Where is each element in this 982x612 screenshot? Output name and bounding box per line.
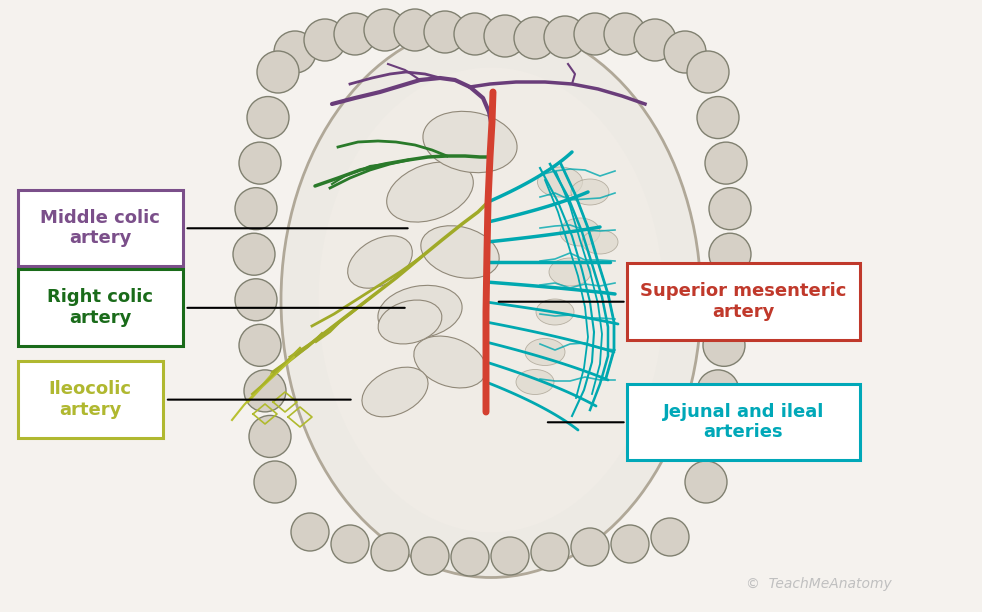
Ellipse shape bbox=[421, 226, 499, 278]
Ellipse shape bbox=[549, 258, 591, 286]
Ellipse shape bbox=[484, 15, 526, 57]
Ellipse shape bbox=[571, 179, 609, 205]
Ellipse shape bbox=[687, 51, 729, 93]
FancyBboxPatch shape bbox=[18, 190, 183, 266]
Ellipse shape bbox=[235, 279, 277, 321]
Ellipse shape bbox=[634, 19, 676, 61]
Ellipse shape bbox=[691, 416, 733, 457]
Ellipse shape bbox=[531, 533, 569, 571]
Ellipse shape bbox=[247, 97, 289, 138]
FancyBboxPatch shape bbox=[627, 263, 860, 340]
Ellipse shape bbox=[274, 31, 316, 73]
Ellipse shape bbox=[685, 461, 727, 503]
Ellipse shape bbox=[703, 324, 745, 367]
Ellipse shape bbox=[705, 142, 747, 184]
Ellipse shape bbox=[423, 111, 518, 173]
Ellipse shape bbox=[281, 23, 701, 578]
Ellipse shape bbox=[413, 336, 486, 388]
Ellipse shape bbox=[239, 142, 281, 184]
Ellipse shape bbox=[709, 233, 751, 275]
Ellipse shape bbox=[348, 236, 412, 288]
Ellipse shape bbox=[233, 233, 275, 275]
Ellipse shape bbox=[525, 338, 565, 365]
Ellipse shape bbox=[697, 370, 739, 412]
Ellipse shape bbox=[387, 162, 473, 222]
Text: ©  TeachMeAnatomy: © TeachMeAnatomy bbox=[746, 577, 892, 591]
Text: Superior mesenteric
artery: Superior mesenteric artery bbox=[640, 282, 846, 321]
Ellipse shape bbox=[334, 13, 376, 55]
Ellipse shape bbox=[709, 188, 751, 230]
Ellipse shape bbox=[514, 17, 556, 59]
Text: Ileocolic
artery: Ileocolic artery bbox=[49, 380, 132, 419]
Ellipse shape bbox=[560, 218, 600, 246]
Ellipse shape bbox=[536, 299, 574, 325]
Ellipse shape bbox=[304, 19, 346, 61]
Ellipse shape bbox=[516, 370, 554, 395]
Ellipse shape bbox=[604, 13, 646, 55]
Ellipse shape bbox=[331, 525, 369, 563]
Text: Right colic
artery: Right colic artery bbox=[47, 288, 153, 327]
Ellipse shape bbox=[424, 11, 466, 53]
Ellipse shape bbox=[451, 538, 489, 576]
Text: Jejunal and ileal
arteries: Jejunal and ileal arteries bbox=[663, 403, 824, 441]
Ellipse shape bbox=[291, 513, 329, 551]
Ellipse shape bbox=[582, 230, 618, 254]
Text: Middle colic
artery: Middle colic artery bbox=[40, 209, 160, 247]
Ellipse shape bbox=[371, 533, 409, 571]
FancyBboxPatch shape bbox=[627, 384, 860, 460]
FancyBboxPatch shape bbox=[18, 361, 163, 438]
Ellipse shape bbox=[235, 188, 277, 230]
Ellipse shape bbox=[611, 525, 649, 563]
Ellipse shape bbox=[544, 16, 586, 58]
Ellipse shape bbox=[239, 324, 281, 367]
Ellipse shape bbox=[571, 528, 609, 566]
Ellipse shape bbox=[394, 9, 436, 51]
Ellipse shape bbox=[411, 537, 449, 575]
Ellipse shape bbox=[378, 285, 463, 338]
Ellipse shape bbox=[378, 300, 442, 344]
Ellipse shape bbox=[537, 167, 582, 197]
Ellipse shape bbox=[664, 31, 706, 73]
Ellipse shape bbox=[257, 51, 299, 93]
Ellipse shape bbox=[364, 9, 406, 51]
Ellipse shape bbox=[254, 461, 296, 503]
Ellipse shape bbox=[707, 279, 749, 321]
Ellipse shape bbox=[491, 537, 529, 575]
Ellipse shape bbox=[244, 370, 286, 412]
FancyBboxPatch shape bbox=[18, 269, 183, 346]
Ellipse shape bbox=[697, 97, 739, 138]
Ellipse shape bbox=[249, 416, 291, 457]
Ellipse shape bbox=[454, 13, 496, 55]
Ellipse shape bbox=[651, 518, 689, 556]
Ellipse shape bbox=[318, 67, 664, 532]
Ellipse shape bbox=[574, 13, 616, 55]
Ellipse shape bbox=[362, 367, 428, 417]
